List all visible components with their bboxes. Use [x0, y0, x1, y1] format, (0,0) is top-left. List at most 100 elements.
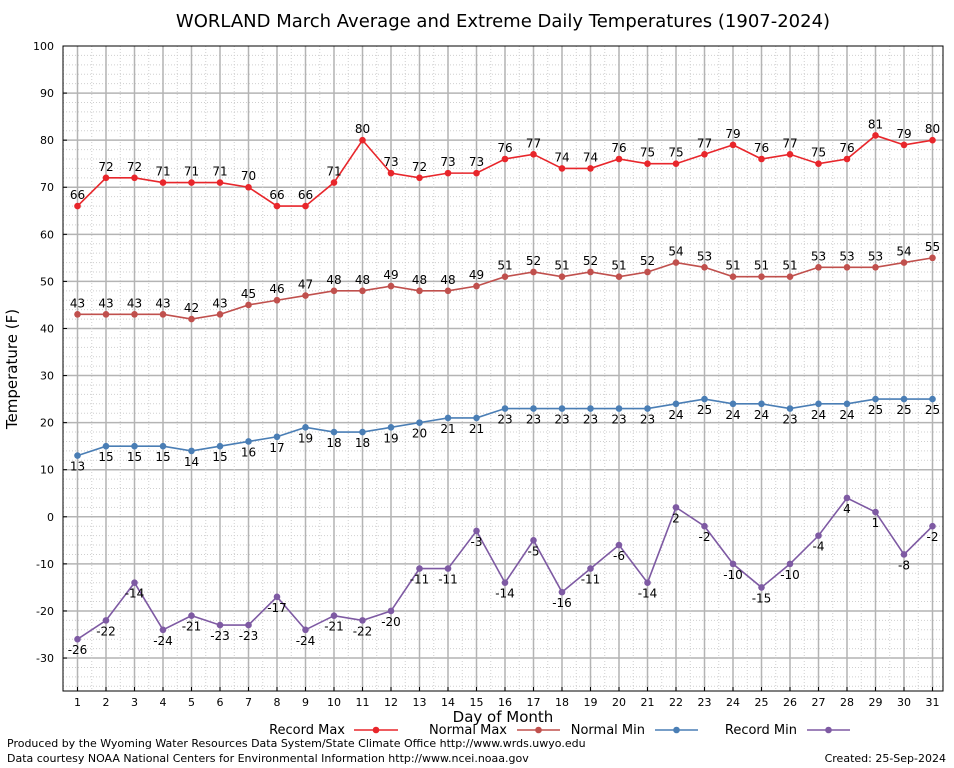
- y-tick-label: 20: [40, 417, 54, 430]
- y-tick-label: 60: [40, 228, 54, 241]
- normal-min-point: [473, 414, 480, 422]
- chart-grid: [62, 46, 943, 691]
- normal-max-data-label: 43: [155, 296, 170, 310]
- normal-max-data-label: 53: [697, 249, 712, 263]
- record-max-point: [387, 169, 395, 177]
- record-max-point: [473, 169, 480, 177]
- record-min-point: [615, 541, 623, 549]
- x-tick-label: 12: [384, 696, 398, 709]
- record-min-data-label: -10: [780, 568, 800, 582]
- record-min-point: [786, 560, 794, 568]
- normal-min-point: [273, 433, 281, 441]
- record-min-point: [216, 621, 224, 629]
- normal-max-point: [872, 263, 879, 271]
- normal-max-point: [159, 311, 167, 318]
- normal-min-point: [530, 405, 537, 412]
- record-min-data-label: -14: [125, 587, 145, 601]
- normal-max-point: [900, 259, 908, 266]
- legend-label-record-max: Record Max: [269, 723, 345, 738]
- normal-max-data-label: 46: [269, 282, 284, 296]
- record-min-point: [558, 588, 566, 596]
- x-tick-label: 18: [555, 696, 569, 709]
- normal-max-point: [302, 292, 309, 299]
- y-tick-label: 50: [40, 275, 54, 288]
- normal-max-point: [558, 273, 566, 280]
- normal-max-point: [843, 263, 851, 271]
- y-tick-label: 80: [40, 134, 54, 147]
- x-tick-label: 21: [641, 696, 655, 709]
- record-min-data-label: -21: [182, 620, 202, 634]
- record-max-data-label: 71: [212, 165, 227, 179]
- normal-max-point: [786, 273, 794, 280]
- normal-min-point: [615, 405, 623, 412]
- x-tick-label: 22: [669, 696, 683, 709]
- record-max-data-label: 74: [554, 150, 569, 164]
- record-min-point: [929, 522, 936, 530]
- record-min-point: [843, 494, 851, 502]
- normal-min-data-label: 18: [355, 436, 370, 450]
- record-max-data-label: 76: [839, 141, 854, 155]
- normal-max-data-label: 55: [925, 240, 940, 254]
- record-min-point: [501, 579, 509, 587]
- normal-max-data-label: 43: [212, 296, 227, 310]
- normal-min-data-label: 24: [668, 408, 683, 422]
- normal-min-data-label: 24: [811, 408, 826, 422]
- normal-min-point: [302, 424, 309, 431]
- normal-min-data-label: 23: [554, 413, 569, 427]
- x-tick-label: 29: [869, 696, 883, 709]
- normal-max-data-label: 43: [127, 296, 142, 310]
- record-max-data-label: 72: [127, 160, 142, 174]
- record-max-point: [359, 136, 366, 144]
- y-axis-label: Temperature (F): [3, 309, 21, 430]
- x-tick-label: 30: [897, 696, 911, 709]
- x-tick-label: 6: [217, 696, 224, 709]
- record-min-point: [530, 537, 537, 544]
- record-min-data-label: -14: [638, 587, 658, 601]
- record-min-point: [273, 593, 281, 601]
- normal-max-data-label: 49: [383, 268, 398, 282]
- normal-min-data-label: 13: [70, 460, 85, 474]
- series-group: 66 72 72 71 71 71 70 66 66 71 80 73 72 73 73 76 77 74 74 76…: [68, 117, 940, 657]
- normal-min-data-label: 17: [269, 441, 284, 455]
- normal-min-data-label: 19: [383, 431, 398, 445]
- series-normal-max: 43 43 43 43 42 43 45 46 47 48 48 49 48 48 49 51 52 51 52 51…: [70, 240, 940, 323]
- x-tick-label: 15: [470, 696, 484, 709]
- y-tick-label: -20: [36, 605, 54, 618]
- normal-max-data-label: 54: [668, 245, 683, 259]
- x-tick-label: 7: [245, 696, 252, 709]
- normal-max-data-label: 51: [554, 259, 569, 273]
- normal-max-data-label: 52: [583, 254, 598, 268]
- normal-max-point: [216, 311, 224, 318]
- normal-min-point: [758, 400, 765, 408]
- normal-max-point: [387, 282, 395, 290]
- record-max-point: [302, 202, 309, 210]
- record-max-data-label: 77: [697, 136, 712, 150]
- record-min-point: [159, 626, 167, 634]
- footer-created-date: Created: 25-Sep-2024: [824, 752, 946, 765]
- record-min-point: [900, 551, 908, 558]
- normal-max-point: [815, 263, 822, 271]
- x-tick-label: 19: [584, 696, 598, 709]
- normal-min-point: [900, 395, 908, 403]
- normal-max-data-label: 42: [184, 301, 199, 315]
- normal-max-point: [473, 282, 480, 290]
- record-max-data-label: 77: [782, 136, 797, 150]
- x-tick-label: 3: [131, 696, 138, 709]
- record-min-data-label: -2: [927, 530, 939, 544]
- normal-min-data-label: 25: [868, 403, 883, 417]
- y-tick-label: -30: [36, 652, 54, 665]
- record-max-data-label: 66: [298, 188, 313, 202]
- y-tick-label: 100: [33, 40, 54, 53]
- record-max-point: [615, 155, 623, 163]
- x-tick-label: 14: [441, 696, 455, 709]
- record-max-data-label: 76: [497, 141, 512, 155]
- record-max-data-label: 81: [868, 117, 883, 131]
- record-min-point: [330, 612, 338, 619]
- y-tick-label: 90: [40, 87, 54, 100]
- record-min-data-label: -22: [96, 624, 116, 638]
- normal-min-point: [815, 400, 822, 408]
- record-max-point: [330, 179, 338, 186]
- normal-min-point: [188, 447, 195, 455]
- normal-max-data-label: 51: [611, 259, 626, 273]
- normal-min-point: [644, 405, 651, 412]
